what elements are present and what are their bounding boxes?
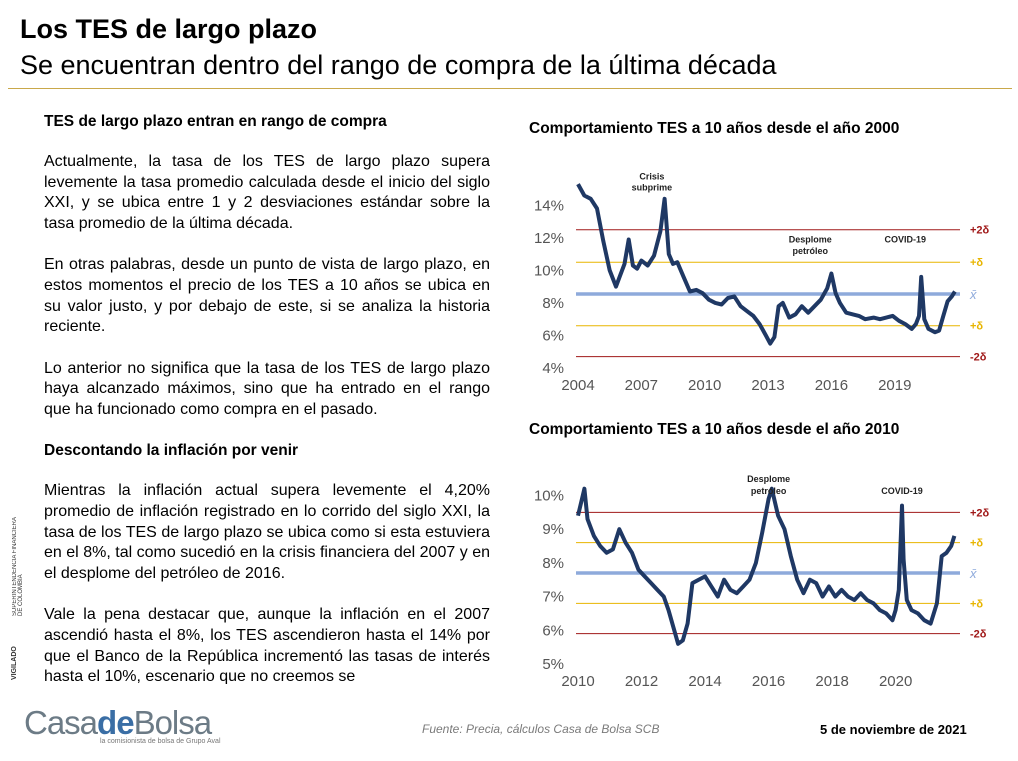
section-heading-1: TES de largo plazo entran en rango de co… xyxy=(44,113,387,130)
source-note: Fuente: Precia, cálculos Casa de Bolsa S… xyxy=(422,722,660,736)
x-tick-label: 2012 xyxy=(625,673,658,690)
logo-tagline: la comisionista de bolsa de Grupo Aval xyxy=(100,738,221,745)
x-tick-label: 2019 xyxy=(878,377,911,394)
y-tick-label: 8% xyxy=(542,295,564,312)
header-divider xyxy=(8,88,1012,89)
band-label: +δ xyxy=(970,321,983,333)
chart-annotation: petróleo xyxy=(751,486,787,496)
x-tick-label: 2004 xyxy=(561,377,594,394)
paragraph-1: Actualmente, la tasa de los TES de largo… xyxy=(44,153,490,233)
band-label: x̄ xyxy=(969,566,977,581)
y-tick-label: 10% xyxy=(534,487,564,504)
text-column: TES de largo plazo entran en rango de co… xyxy=(44,112,490,684)
y-tick-label: 8% xyxy=(542,555,564,572)
chart-annotation: petróleo xyxy=(793,246,829,256)
chart-annotation: Desplome xyxy=(747,474,790,484)
paragraph-2: En otras palabras, desde un punto de vis… xyxy=(44,256,490,336)
chart-1: 4% 6% 8% 10% 12% 14% 2004 2007 2010 2013 2016 2019 +… xyxy=(534,171,990,394)
y-tick-label: 12% xyxy=(534,230,564,247)
paragraph-4: Mientras la inflación actual supera leve… xyxy=(44,482,490,583)
logo-part-de: de xyxy=(97,704,135,741)
page-title: Los TES de largo plazo xyxy=(20,14,318,44)
x-tick-label: 2016 xyxy=(752,673,785,690)
x-tick-label: 2013 xyxy=(751,377,784,394)
x-tick-label: 2007 xyxy=(625,377,658,394)
section-heading-2: Descontando la inflación por venir xyxy=(44,442,299,460)
y-tick-label: 5% xyxy=(542,656,564,673)
paragraph-3: Lo anterior no significa que la tasa de … xyxy=(44,359,490,419)
y-tick-label: 10% xyxy=(534,262,564,279)
series-line xyxy=(576,486,957,646)
x-tick-label: 2014 xyxy=(688,673,721,690)
y-tick-label: 14% xyxy=(534,197,564,214)
y-tick-label: 4% xyxy=(542,360,564,377)
chart-annotation: COVID-19 xyxy=(885,235,927,245)
series-line xyxy=(576,183,957,346)
band-label: +δ xyxy=(970,538,983,550)
band-label: +δ xyxy=(970,257,983,269)
band-label: +2δ xyxy=(970,225,990,237)
x-tick-label: 2018 xyxy=(815,673,848,690)
vigilado-label: VIGILADO xyxy=(11,646,18,680)
paragraph-5: Vale la pena destacar que, aunque la inf… xyxy=(44,606,490,684)
band-label: -2δ xyxy=(970,352,987,364)
logo-part-casa: Casa xyxy=(24,704,98,741)
x-tick-label: 2010 xyxy=(561,673,594,690)
superintendencia-label: SUPERINTENDENCIA FINANCIERA DE COLOMBIA xyxy=(12,517,24,616)
y-tick-label: 6% xyxy=(542,622,564,639)
y-tick-label: 7% xyxy=(542,589,564,606)
band-label: +δ xyxy=(970,598,983,610)
band-label: -2δ xyxy=(970,629,987,641)
y-tick-label: 6% xyxy=(542,327,564,344)
x-tick-label: 2016 xyxy=(815,377,848,394)
chart-annotation: Crisis xyxy=(639,171,664,181)
report-date: 5 de noviembre de 2021 xyxy=(820,722,967,737)
x-tick-label: 2020 xyxy=(879,673,912,690)
casadebolsa-logo: CasadeBolsa xyxy=(24,704,213,742)
page-subtitle: Se encuentran dentro del rango de compra… xyxy=(20,50,777,80)
band-label: +2δ xyxy=(970,507,990,519)
chart-2: 5% 6% 7% 8% 9% 10% 2010 2012 2014 2016 2018 2020 +2δ… xyxy=(534,474,990,690)
chart-annotation: subprime xyxy=(632,183,673,193)
chart-2-title: Comportamiento TES a 10 años desde el añ… xyxy=(529,421,900,438)
logo-part-bolsa: Bolsa xyxy=(133,704,213,741)
band-label: x̄ xyxy=(969,287,977,302)
x-tick-label: 2010 xyxy=(688,377,721,394)
chart-1-title: Comportamiento TES a 10 años desde el añ… xyxy=(529,120,900,137)
y-tick-label: 9% xyxy=(542,521,564,538)
chart-annotation: COVID-19 xyxy=(881,486,923,496)
chart-annotation: Desplome xyxy=(789,235,832,245)
